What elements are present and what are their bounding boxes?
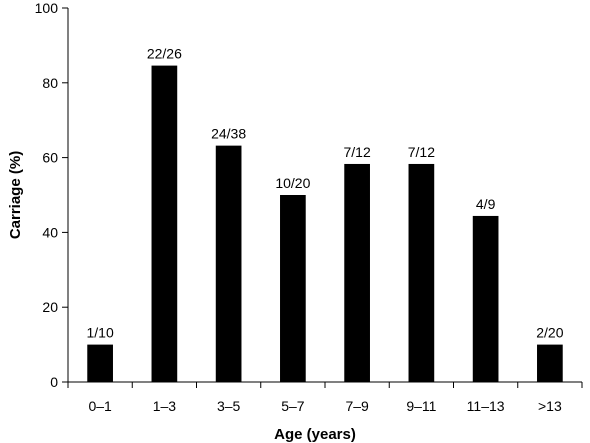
bar [472,215,499,382]
x-tick-label: 7–9 [345,398,369,414]
bar-data-label: 1/10 [87,325,114,341]
bar-data-label: 2/20 [536,325,563,341]
y-axis-title: Carriage (%) [7,151,24,239]
y-tick-label: 100 [35,0,59,16]
y-tick-label: 20 [42,299,58,315]
x-axis: 0–1 1–3 3–5 5–7 7–9 9–11 11–13 >13 [67,381,583,414]
x-tick-label: 1–3 [153,398,177,414]
data-labels: 1/10 22/26 24/38 10/20 7/12 7/12 4/9 2/20 [87,46,564,341]
x-tick-label: 3–5 [217,398,241,414]
bar-data-label: 24/38 [211,126,246,142]
y-axis: 0 20 40 60 80 100 [35,0,69,390]
bar [537,344,563,382]
bar [408,163,435,382]
x-tick-label: 0–1 [88,398,112,414]
bar [280,195,306,382]
y-tick-label: 40 [42,224,58,240]
y-tick-label: 60 [42,150,58,166]
bar-data-label: 22/26 [147,46,182,62]
bar [87,344,113,382]
x-tick-label: >13 [538,398,562,414]
x-tick-label: 11–13 [467,398,505,414]
bar-data-label: 7/12 [408,144,435,160]
bar [215,145,242,382]
bar-data-label: 7/12 [344,144,371,160]
bar [344,163,370,382]
bar-data-label: 10/20 [275,175,310,191]
bar [151,65,178,382]
x-tick-label: 5–7 [281,398,305,414]
y-tick-label: 0 [50,374,58,390]
x-tick-label: 9–11 [406,398,436,414]
x-axis-title: Age (years) [274,426,356,443]
bar-data-label: 4/9 [476,196,496,212]
y-tick-label: 80 [42,75,58,91]
bars [87,65,563,382]
